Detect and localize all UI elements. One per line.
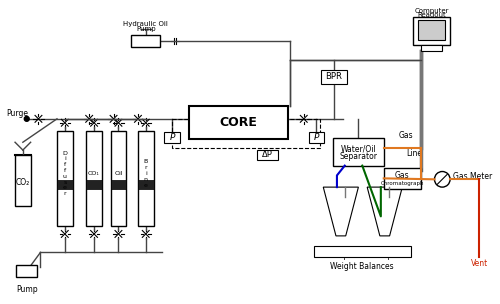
Bar [172, 119, 320, 148]
Bar [131, 35, 160, 47]
Text: D
i
f
f
u
s
e
r: D i f f u s e r [62, 151, 67, 196]
Text: Separator: Separator [340, 152, 378, 161]
Bar [322, 70, 346, 84]
Text: Vent: Vent [470, 259, 488, 268]
Text: Gas Meter: Gas Meter [453, 171, 492, 181]
Bar [110, 180, 126, 189]
Text: P: P [314, 133, 319, 142]
Bar [257, 150, 278, 160]
Bar [138, 180, 154, 189]
Text: Purge: Purge [6, 109, 29, 118]
Text: Gas: Gas [395, 171, 409, 180]
Bar [164, 133, 180, 143]
Bar [418, 20, 445, 40]
Bar [86, 180, 102, 189]
Text: Trap: Trap [376, 251, 393, 261]
Bar [16, 265, 38, 277]
Text: Readout: Readout [417, 12, 446, 18]
Text: CO₁: CO₁ [88, 171, 100, 176]
Text: P: P [170, 133, 175, 142]
Bar [188, 106, 288, 139]
Bar [421, 45, 442, 50]
Polygon shape [324, 187, 358, 236]
Polygon shape [367, 187, 402, 236]
Text: ΔP: ΔP [262, 150, 273, 159]
Text: Pump: Pump [136, 26, 156, 32]
Text: Oil: Oil [380, 246, 390, 255]
Bar [57, 130, 72, 226]
Text: Oil: Oil [114, 171, 122, 176]
Text: Weight Balances: Weight Balances [330, 262, 394, 271]
Text: Pump: Pump [16, 285, 38, 294]
Bar [138, 130, 154, 226]
Text: Gas: Gas [399, 131, 413, 140]
Text: Water/Oil: Water/Oil [340, 145, 376, 154]
Text: CO₂: CO₂ [16, 178, 30, 187]
Bar [57, 180, 72, 189]
Bar [308, 133, 324, 143]
Bar [413, 17, 450, 45]
Circle shape [434, 171, 450, 187]
Bar [384, 168, 421, 189]
Text: Trap: Trap [332, 251, 349, 261]
Bar [15, 155, 30, 206]
Text: CORE: CORE [220, 116, 258, 129]
Bar [314, 246, 411, 257]
Text: B
r
i
n
e: B r i n e [144, 159, 148, 188]
Text: Hydraulic Oil: Hydraulic Oil [124, 21, 168, 27]
Bar [86, 130, 102, 226]
Text: Chromatograph: Chromatograph [380, 181, 424, 186]
Text: Water: Water [330, 246, 352, 255]
Circle shape [24, 116, 29, 121]
Text: BPR: BPR [326, 72, 342, 81]
Text: Line: Line [406, 149, 422, 158]
Bar [110, 130, 126, 226]
Text: Computer: Computer [414, 9, 449, 15]
Bar [333, 138, 384, 166]
